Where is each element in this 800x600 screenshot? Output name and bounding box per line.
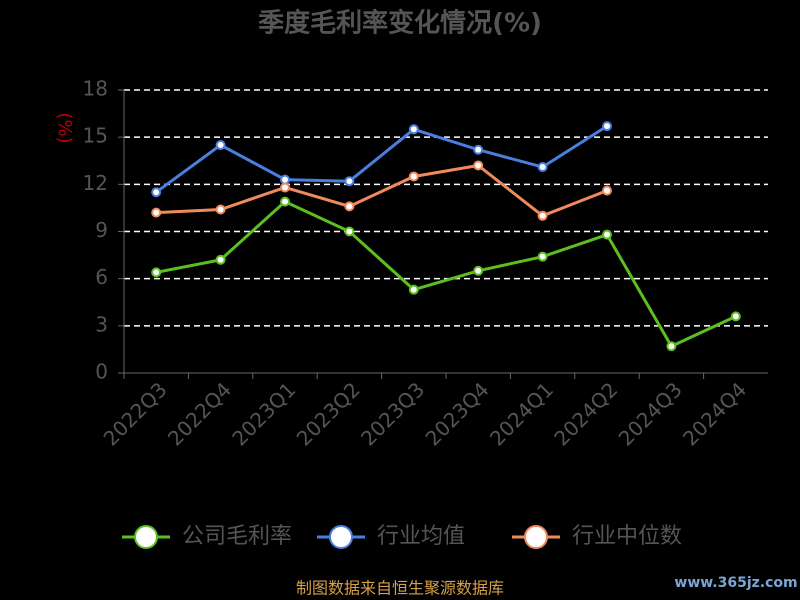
- y-tick-label: 18: [83, 77, 108, 101]
- data-point: [473, 160, 484, 171]
- data-point: [666, 341, 677, 352]
- data-point: [344, 176, 355, 187]
- data-point: [344, 201, 355, 212]
- y-tick-label: 6: [95, 265, 108, 289]
- x-tick-label: 2023Q3: [356, 377, 429, 450]
- data-point: [408, 124, 419, 135]
- legend-marker: [329, 525, 353, 549]
- legend-marker: [134, 525, 158, 549]
- data-point: [730, 311, 741, 322]
- y-tick-label: 0: [95, 360, 108, 384]
- data-point: [408, 171, 419, 182]
- x-tick-label: 2024Q1: [485, 377, 558, 450]
- x-tick-label: 2024Q2: [549, 377, 622, 450]
- data-point: [537, 162, 548, 173]
- data-point: [473, 265, 484, 276]
- data-point: [280, 182, 290, 193]
- series-line: [155, 199, 737, 349]
- data-point: [151, 187, 162, 198]
- data-point: [537, 210, 548, 221]
- data-point: [408, 284, 419, 295]
- legend-label: 行业中位数: [572, 524, 682, 549]
- y-tick-label: 3: [95, 312, 108, 336]
- y-tick-label: 9: [95, 218, 108, 242]
- data-point: [602, 121, 612, 132]
- x-tick-label: 2022Q4: [163, 377, 236, 450]
- series-line: [156, 163, 608, 218]
- data-point: [151, 207, 162, 218]
- x-tick-label: 2024Q3: [614, 377, 687, 450]
- source-note: 制图数据来自恒生聚源数据库: [296, 579, 504, 598]
- x-tick-label: 2023Q2: [292, 377, 365, 450]
- x-tick-label: 2024Q4: [678, 377, 751, 450]
- series-line: [155, 124, 608, 194]
- legend-label: 行业均值: [377, 524, 465, 549]
- y-tick-label: 12: [83, 171, 108, 195]
- data-point: [602, 229, 612, 240]
- x-tick-label: 2022Q3: [99, 377, 172, 450]
- data-point: [602, 185, 612, 196]
- y-axis-label: (%): [54, 112, 75, 143]
- watermark: www.365jz.com: [674, 575, 797, 591]
- data-point: [215, 204, 226, 215]
- data-point: [537, 251, 548, 262]
- data-point: [280, 174, 290, 185]
- data-point: [215, 140, 226, 151]
- data-point: [151, 267, 162, 278]
- legend-label: 公司毛利率: [182, 524, 292, 549]
- data-point: [473, 144, 484, 155]
- data-point: [215, 254, 226, 265]
- legend-marker: [524, 525, 548, 549]
- x-tick-label: 2023Q4: [421, 377, 494, 450]
- x-tick-label: 2023Q1: [227, 377, 300, 450]
- y-tick-label: 15: [83, 124, 108, 148]
- data-point: [280, 196, 290, 207]
- data-point: [344, 226, 355, 237]
- chart-title: 季度毛利率变化情况(%): [258, 8, 542, 39]
